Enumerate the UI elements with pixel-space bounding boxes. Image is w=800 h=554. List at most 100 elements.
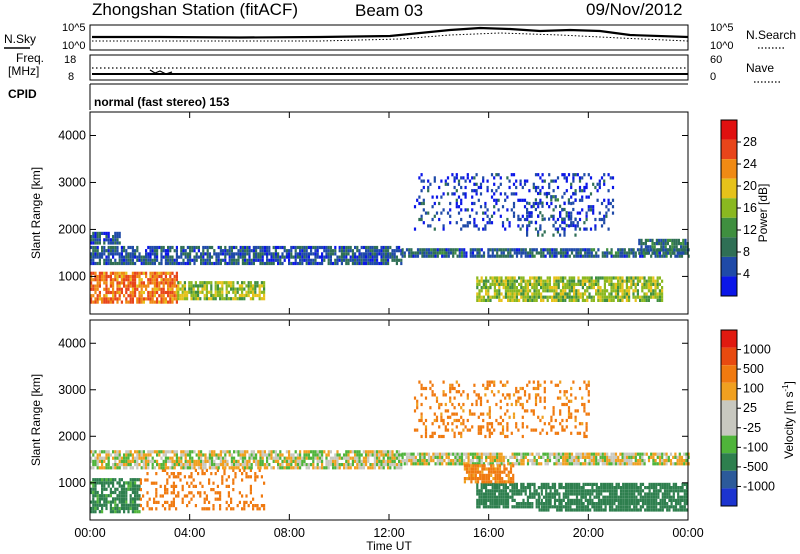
power-echo-cell — [162, 255, 165, 259]
velocity-echo-cell — [483, 464, 486, 468]
power-echo-cell — [145, 261, 148, 266]
power-echo-cell — [316, 252, 319, 256]
power-echo-cell — [98, 281, 101, 285]
power-echo-cell — [92, 238, 95, 242]
velocity-echo-cell — [602, 495, 605, 499]
velocity-echo-cell — [650, 486, 653, 490]
velocity-echo-cell — [101, 487, 104, 491]
power-echo-cell — [623, 254, 626, 258]
power-echo-cell — [475, 211, 478, 215]
velocity-echo-cell — [526, 459, 530, 463]
velocity-echo-cell — [573, 502, 576, 506]
velocity-echo-cell — [663, 495, 667, 499]
velocity-echo-cell — [454, 462, 457, 466]
power-echo-cell — [228, 249, 231, 253]
power-echo-cell — [247, 281, 250, 285]
velocity-echo-cell — [513, 489, 516, 493]
power-echo-cell — [114, 274, 117, 279]
velocity-echo-cell — [235, 463, 238, 467]
velocity-echo-cell — [263, 466, 266, 470]
power-echo-cell — [531, 282, 534, 286]
velocity-echo-cell — [678, 452, 681, 456]
velocity-echo-cell — [136, 487, 139, 491]
velocity-echo-cell — [612, 455, 615, 459]
power-echo-cell — [559, 276, 562, 280]
power-echo-cell — [489, 295, 492, 299]
velocity-echo-cell — [566, 462, 569, 466]
power-echo-cell — [562, 298, 565, 302]
power-echo-cell — [552, 233, 555, 237]
power-echo-cell — [554, 227, 557, 231]
velocity-echo-cell — [549, 502, 552, 506]
power-echo-cell — [579, 282, 582, 286]
power-echo-cell — [625, 298, 628, 302]
power-echo-cell — [391, 249, 394, 253]
power-echo-cell — [612, 289, 615, 293]
power-echo-cell — [277, 258, 280, 262]
power-echo-cell — [221, 297, 224, 301]
power-echo-cell — [183, 297, 186, 301]
power-echo-cell — [250, 258, 253, 262]
power-echo-cell — [194, 297, 197, 301]
power-echo-cell — [105, 294, 108, 298]
power-echo-cell — [98, 238, 101, 242]
velocity-echo-cell — [481, 480, 484, 484]
power-echo-cell — [153, 278, 156, 282]
power-echo-cell — [573, 298, 576, 302]
velocity-echo-cell — [105, 487, 108, 491]
velocity-echo-cell — [189, 463, 192, 467]
power-echo-cell — [628, 289, 631, 293]
velocity-echo-cell — [118, 510, 121, 514]
power-echo-cell — [562, 254, 565, 258]
power-echo-cell — [285, 252, 288, 256]
velocity-echo-cell — [681, 482, 684, 486]
velocity-echo-cell — [547, 482, 550, 486]
power-echo-cell — [138, 300, 141, 304]
velocity-echo-cell — [564, 486, 568, 490]
power-echo-cell — [611, 198, 615, 202]
velocity-echo-cell — [564, 508, 568, 512]
power-echo-cell — [138, 274, 141, 279]
power-echo-cell — [529, 279, 532, 283]
power-echo-cell — [551, 248, 554, 252]
velocity-echo-cell — [134, 506, 137, 511]
power-echo-cell — [241, 261, 244, 266]
power-echo-cell — [288, 255, 291, 259]
power-echo-cell — [541, 233, 544, 237]
velocity-echo-cell — [146, 472, 149, 476]
power-echo-cell — [199, 297, 202, 301]
velocity-echo-cell — [142, 459, 145, 463]
power-echo-cell — [244, 245, 247, 250]
power-echo-cell — [258, 290, 261, 294]
velocity-echo-cell — [537, 455, 541, 459]
velocity-echo-cell — [600, 505, 603, 509]
velocity-echo-cell — [160, 463, 163, 467]
power-echo-cell — [594, 185, 597, 190]
power-echo-cell — [96, 241, 99, 245]
power-echo-cell — [535, 279, 538, 283]
power-echo-cell — [283, 258, 286, 262]
velocity-echo-cell — [252, 456, 255, 460]
power-echo-cell — [543, 192, 546, 196]
power-echo-cell — [134, 261, 137, 266]
velocity-echo-cell — [577, 455, 580, 459]
nsky-label: N.Sky — [4, 32, 36, 46]
velocity-echo-cell — [623, 452, 626, 456]
velocity-echo-cell — [343, 453, 346, 457]
power-echo-cell — [98, 271, 101, 275]
power-echo-cell — [438, 201, 441, 206]
power-echo-cell — [241, 284, 244, 288]
velocity-echo-cell — [112, 500, 115, 504]
velocity-echo-cell — [491, 459, 494, 463]
velocity-echo-cell — [96, 490, 99, 495]
power-echo-cell — [625, 292, 628, 296]
velocity-echo-cell — [109, 481, 112, 485]
velocity-echo-cell — [575, 502, 579, 506]
power-echo-cell — [487, 248, 490, 252]
power-echo-cell — [252, 293, 255, 298]
velocity-echo-cell — [661, 486, 664, 490]
velocity-echo-cell — [597, 459, 600, 463]
power-echo-cell — [180, 255, 183, 259]
power-echo-cell — [360, 245, 363, 250]
power-echo-cell — [114, 245, 117, 250]
